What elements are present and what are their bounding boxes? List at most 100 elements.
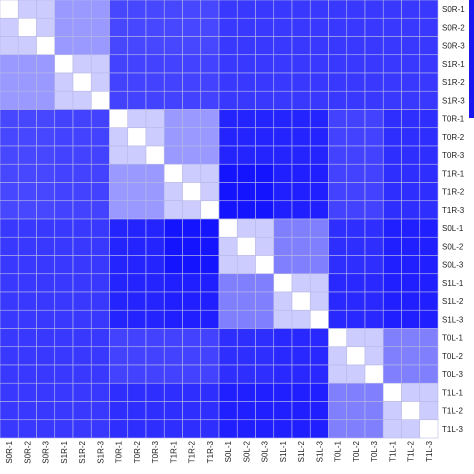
heatmap-cell-T1R-3-S0L-2 [236, 200, 256, 220]
heatmap-cell-T0R-2-S0R-2 [17, 127, 37, 147]
heatmap-cell-S1R-3-S0L-2 [236, 90, 256, 110]
heatmap-cell-S0R-2-S0L-3 [255, 17, 275, 37]
column-labels: S0R-1 S0R-2 S0R-3 S1R-1 S1R-2 S1R-3 T0R-1 T0R-2… [5, 440, 434, 463]
heatmap-cell-T1R-1-T0R-2 [127, 163, 147, 183]
row-label: T1L-2 [442, 407, 463, 416]
heatmap-cell-T1L-1-S1L-3 [309, 382, 329, 402]
heatmap-cell-T1L-1-T0L-3 [364, 382, 384, 402]
row-label: S0L-2 [442, 242, 464, 251]
heatmap-cell-T0R-3-S1R-3 [90, 145, 110, 165]
heatmap-cell-S1R-1-T0R-1 [109, 54, 129, 74]
heatmap-cell-T0R-2-S0R-3 [36, 127, 56, 147]
heatmap-cell-S1R-3-T0L-1 [328, 90, 348, 110]
heatmap-cell-T0R-2-T0L-3 [364, 127, 384, 147]
heatmap-cell-T0L-2-S1L-3 [309, 346, 329, 366]
column-label: T0L-2 [352, 440, 361, 461]
heatmap-cell-S0L-3-T0R-1 [109, 255, 129, 275]
heatmap-cell-S0R-2-S1R-2 [72, 17, 92, 37]
heatmap-cell-T0L-1-T1R-1 [163, 328, 183, 348]
heatmap-cell-S1R-1-S1L-1 [273, 54, 293, 74]
heatmap-cell-T1R-2-T1L-1 [382, 182, 402, 202]
heatmap-cell-T0L-3-T0R-1 [109, 364, 129, 384]
heatmap-cell-S1L-1-T1L-3 [419, 273, 439, 293]
heatmap-cell-T0L-2-S1L-2 [291, 346, 311, 366]
heatmap-cell-T1R-1-T0L-2 [346, 163, 366, 183]
heatmap-cell-T0R-2-S1L-1 [273, 127, 293, 147]
heatmap-cell-S0L-3-S1L-3 [309, 255, 329, 275]
heatmap-cell-T1R-3-T1R-2 [182, 200, 202, 220]
heatmap-cell-T0R-3-T0L-3 [364, 145, 384, 165]
heatmap-cell-S0R-3-S0L-2 [236, 36, 256, 56]
heatmap-cell-S1R-1-T1R-2 [182, 54, 202, 74]
heatmap-cell-S1R-2-T1R-2 [182, 72, 202, 92]
heatmap-cell-S0R-2-S0R-2 [17, 17, 37, 37]
heatmap-cell-S0R-1-T1L-1 [382, 0, 402, 19]
row-label: T1L-1 [442, 388, 463, 397]
heatmap-cell-T0R-3-T0R-1 [109, 145, 129, 165]
heatmap-cell-T0R-3-T1R-2 [182, 145, 202, 165]
heatmap-cell-T1L-3-S1L-3 [309, 419, 329, 439]
heatmap-cell-S0L-1-S1R-2 [72, 218, 92, 238]
heatmap-cell-S0L-2-S0L-2 [236, 236, 256, 256]
heatmap-cell-T1L-3-T1L-3 [419, 419, 439, 439]
heatmap-cell-S1L-3-S1R-1 [54, 309, 74, 329]
heatmap-cell-S1L-3-T1L-2 [401, 309, 421, 329]
heatmap-cell-T0L-2-T0R-1 [109, 346, 129, 366]
heatmap-cell-S1R-1-S0R-2 [17, 54, 37, 74]
heatmap-cell-T1L-2-S1L-3 [309, 401, 329, 421]
heatmap-cell-S1L-2-S1L-1 [273, 291, 293, 311]
heatmap-cell-T1L-3-S0R-1 [0, 419, 19, 439]
heatmap-cell-T0L-1-S0L-1 [218, 328, 238, 348]
heatmap-cell-T0R-2-T1R-2 [182, 127, 202, 147]
heatmap-cell-T0L-2-T1R-2 [182, 346, 202, 366]
heatmap-cell-T1L-2-S1R-1 [54, 401, 74, 421]
heatmap-cell-T0R-1-T0L-1 [328, 109, 348, 129]
heatmap-cell-T0R-2-T1L-2 [401, 127, 421, 147]
heatmap-cell-S0L-2-T1R-1 [163, 236, 183, 256]
heatmap-cell-T1L-1-T1L-1 [382, 382, 402, 402]
heatmap-cell-T1L-3-T0R-2 [127, 419, 147, 439]
heatmap-cell-S0L-1-T1R-3 [200, 218, 220, 238]
heatmap-cell-T1L-2-S1L-1 [273, 401, 293, 421]
heatmap-cell-T1L-1-T0R-3 [145, 382, 165, 402]
heatmap-cell-S1L-2-T1R-3 [200, 291, 220, 311]
heatmap-cell-T0L-3-S1R-3 [90, 364, 110, 384]
heatmap-cell-S1L-3-T1R-1 [163, 309, 183, 329]
column-label: S0L-3 [261, 440, 270, 462]
heatmap-cell-S1L-3-S1L-2 [291, 309, 311, 329]
heatmap-cell-T0R-3-S0R-3 [36, 145, 56, 165]
heatmap-cell-S0R-2-T0R-1 [109, 17, 129, 37]
heatmap-cell-S0R-2-S1L-1 [273, 17, 293, 37]
heatmap-cell-T1R-1-T1R-1 [163, 163, 183, 183]
heatmap-cell-T1L-2-T1R-3 [200, 401, 220, 421]
heatmap-cell-T0L-3-S1L-3 [309, 364, 329, 384]
heatmap-cell-T1L-3-S1L-1 [273, 419, 293, 439]
heatmap-cell-T0L-1-S1L-2 [291, 328, 311, 348]
heatmap-cell-T0L-3-T1R-3 [200, 364, 220, 384]
heatmap-cell-T1R-2-S0L-2 [236, 182, 256, 202]
heatmap-cell-T1R-3-T1R-3 [200, 200, 220, 220]
heatmap-cell-T1L-2-T1L-1 [382, 401, 402, 421]
heatmap-cell-T0R-1-T1R-1 [163, 109, 183, 129]
heatmap-cell-T1R-2-T1R-3 [200, 182, 220, 202]
heatmap-cell-S0R-3-T0L-1 [328, 36, 348, 56]
heatmap-cell-S1R-2-S1L-1 [273, 72, 293, 92]
column-label: T1R-3 [206, 440, 215, 463]
heatmap-cell-S1R-3-S0R-2 [17, 90, 37, 110]
heatmap-cell-T0L-2-S0R-2 [17, 346, 37, 366]
heatmap-cell-T0R-3-S0R-2 [17, 145, 37, 165]
heatmap-cell-T1R-3-T0R-1 [109, 200, 129, 220]
heatmap-cell-T0L-3-S0L-3 [255, 364, 275, 384]
heatmap-cell-T0L-1-S0R-3 [36, 328, 56, 348]
heatmap-cell-S1R-3-T1R-2 [182, 90, 202, 110]
heatmap-cell-S1L-1-S1R-2 [72, 273, 92, 293]
heatmap-cell-S1R-1-T1R-3 [200, 54, 220, 74]
heatmap-cell-S0L-1-S0R-1 [0, 218, 19, 238]
heatmap-cell-T1R-2-S0R-3 [36, 182, 56, 202]
heatmap-cell-S0L-2-S1L-1 [273, 236, 293, 256]
heatmap-cell-S0L-1-T0L-1 [328, 218, 348, 238]
heatmap-cell-S1R-3-T0L-2 [346, 90, 366, 110]
heatmap-cell-S1L-2-T0R-2 [127, 291, 147, 311]
row-label: T0R-2 [442, 133, 465, 142]
heatmap-cell-S1L-1-T1L-1 [382, 273, 402, 293]
